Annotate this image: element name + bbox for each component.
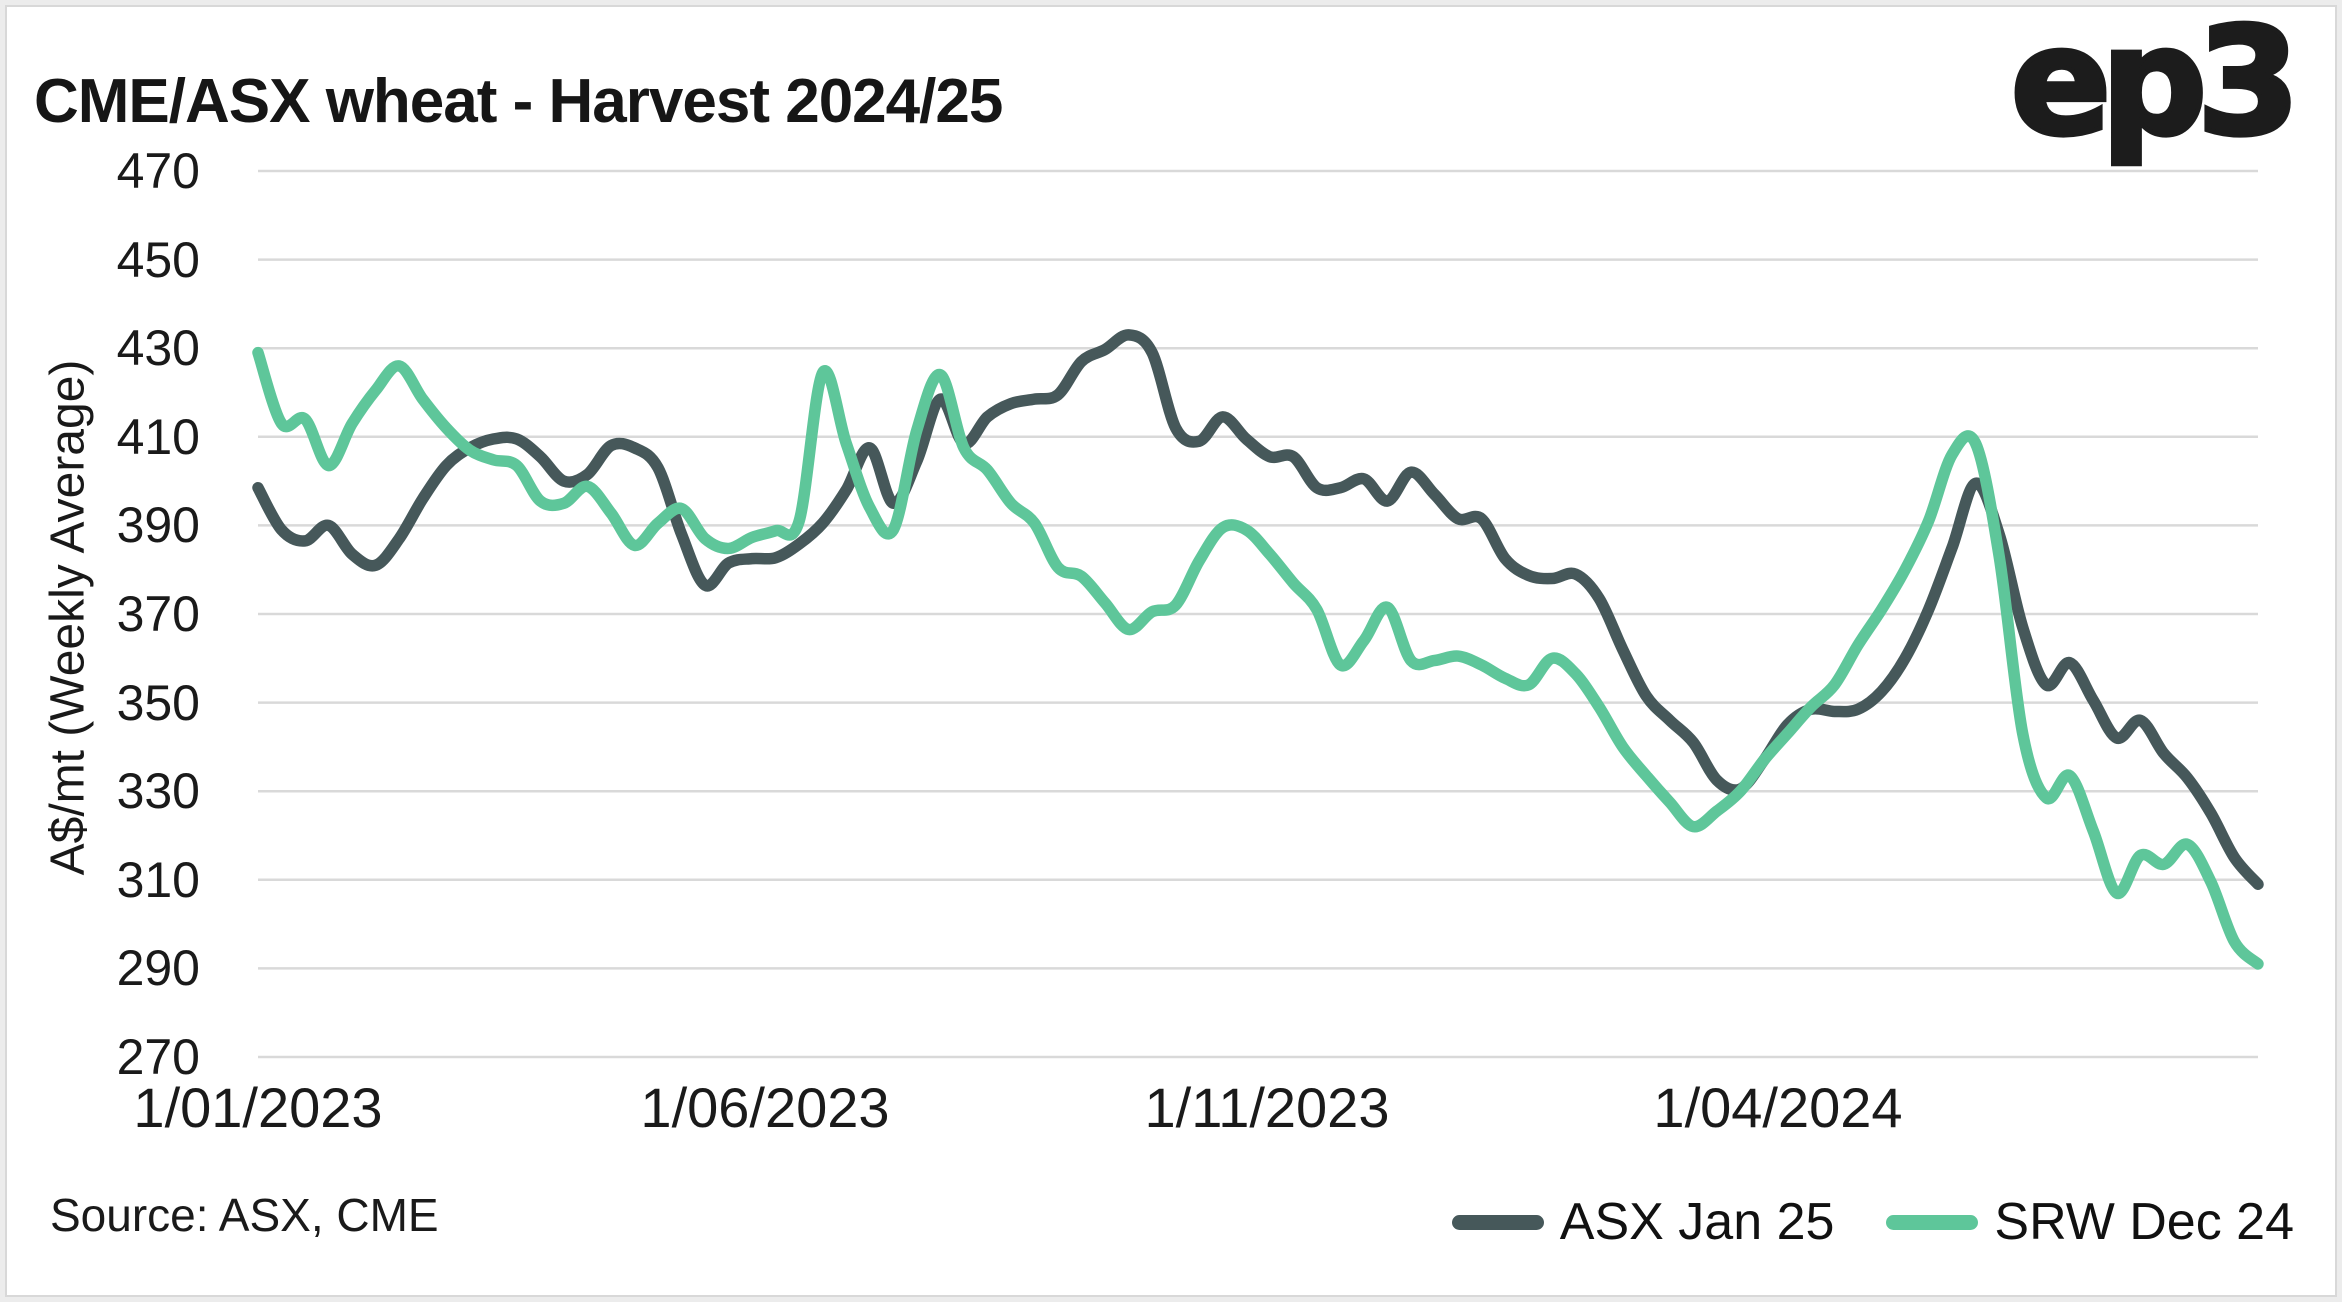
- legend-swatch: [1451, 1214, 1544, 1230]
- x-tick-label: 1/11/2023: [1144, 1076, 1390, 1139]
- srw-dec-24-line: [252, 346, 2264, 970]
- legend: ASX Jan 25 SRW Dec 24: [1451, 1192, 2294, 1252]
- y-tick-label: 330: [116, 763, 200, 820]
- y-tick-label: 370: [116, 586, 200, 642]
- x-tick-label: 1/06/2023: [640, 1076, 890, 1139]
- legend-item: ASX Jan 25: [1451, 1192, 1835, 1252]
- source-text: Source: ASX, CME: [50, 1189, 439, 1241]
- x-tick-label: 1/04/2024: [1653, 1076, 1903, 1139]
- legend-label: ASX Jan 25: [1559, 1193, 1835, 1251]
- legend-item: SRW Dec 24: [1886, 1192, 2294, 1252]
- y-tick-label: 470: [116, 143, 200, 199]
- y-tick-label: 270: [116, 1029, 200, 1085]
- ep3-logo: ep3: [2008, 0, 2302, 168]
- legend-label: SRW Dec 24: [1994, 1193, 2294, 1251]
- y-tick-label: 390: [116, 497, 200, 554]
- y-tick-label: 410: [116, 408, 200, 465]
- x-tick-label: 1/01/2023: [133, 1076, 383, 1139]
- y-tick-label: 350: [116, 674, 200, 731]
- y-tick-label: 310: [116, 851, 200, 908]
- y-tick-label: 290: [116, 940, 200, 997]
- y-tick-label: 430: [116, 320, 200, 377]
- legend-swatch: [1886, 1214, 1979, 1230]
- asx-jan-25-line: [252, 329, 2264, 890]
- chart-card: [5, 5, 2337, 1297]
- y-tick-label: 450: [116, 231, 200, 288]
- page-title: CME/ASX wheat - Harvest 2024/25: [34, 66, 1003, 136]
